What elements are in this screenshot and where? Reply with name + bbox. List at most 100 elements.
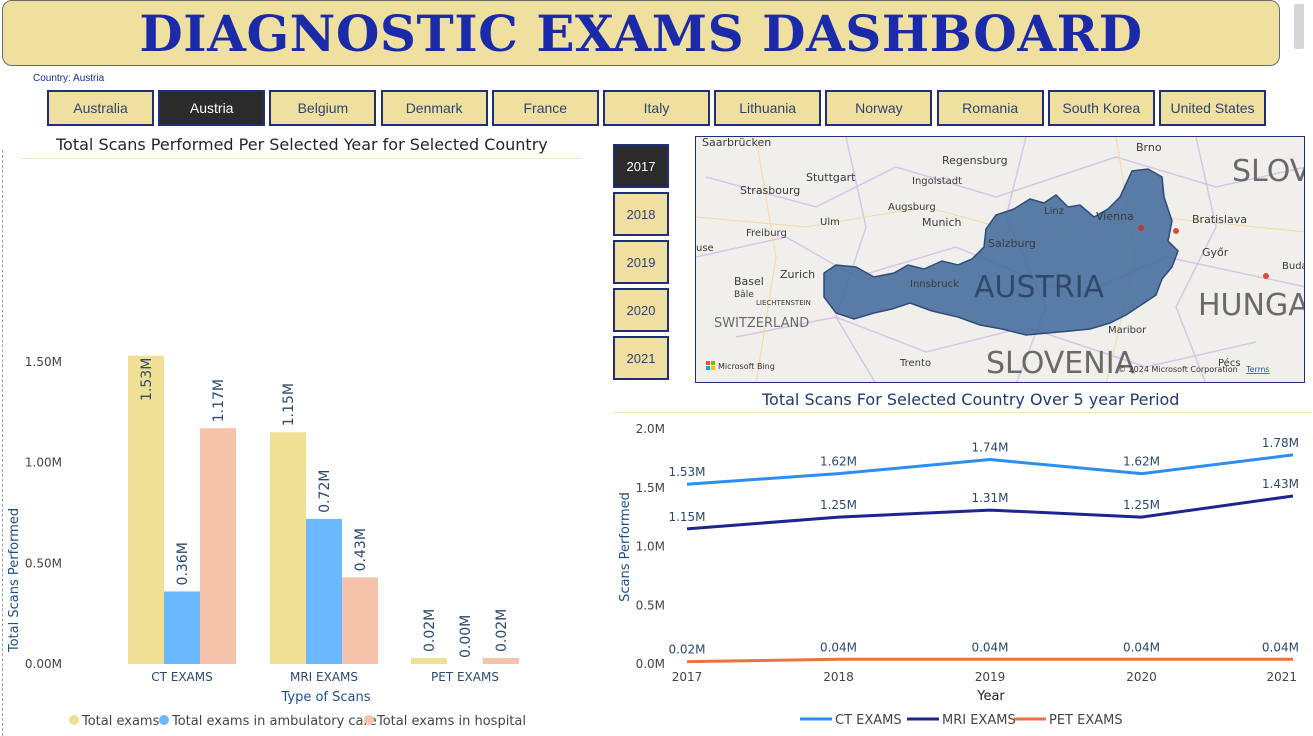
map-neighbor-label: SLOV <box>1232 154 1305 189</box>
country-tab[interactable]: France <box>491 90 599 126</box>
map-city-label: Maribor <box>1108 325 1147 336</box>
country-tab[interactable]: Belgium <box>269 90 377 126</box>
legend-marker <box>364 715 374 725</box>
bar-data-label: 0.36M <box>175 542 191 585</box>
bar-data-label: 0.00M <box>458 615 474 658</box>
map-city-label: Strasbourg <box>740 184 800 197</box>
legend-label: Total exams in ambulatory care <box>171 714 377 729</box>
bar-chart: 0.00M 0.50M 1.00M 1.50M Total Scans Performe… <box>7 355 526 729</box>
map-city-label: Salzburg <box>988 237 1036 250</box>
map-city-label: Buda <box>1282 261 1305 272</box>
year-tab[interactable]: 2018 <box>613 192 669 236</box>
country-tab[interactable]: Austria <box>158 90 266 126</box>
y-tick-label: 1.50M <box>25 355 62 369</box>
left-panel-border <box>2 150 3 736</box>
series-line <box>686 453 1294 486</box>
y-tick-label: 0.5M <box>636 598 665 612</box>
map-city-label: Trento <box>899 358 931 369</box>
x-tick-label: 2021 <box>1266 670 1297 684</box>
year-tab[interactable]: 2021 <box>613 336 669 380</box>
point-data-label: 1.25M <box>1123 498 1160 512</box>
x-tick-label: 2017 <box>672 670 703 684</box>
map-city-label: Vienna <box>1096 210 1134 223</box>
country-tab[interactable]: Denmark <box>380 90 488 126</box>
point-data-label: 0.02M <box>668 643 705 657</box>
legend-label: Total exams <box>81 714 160 729</box>
point-data-label: 1.43M <box>1262 477 1299 491</box>
map-city-label: Győr <box>1202 246 1229 259</box>
bar-data-label: 1.15M <box>281 383 297 426</box>
map-neighbor-label: SLOVENIA <box>986 346 1136 381</box>
y-axis-title: Total Scans Performed <box>7 508 22 653</box>
point-data-label: 0.04M <box>971 640 1008 654</box>
map-city-label: Bâle <box>734 290 754 300</box>
map-city-label: Freiburg <box>746 228 787 239</box>
bar <box>164 591 200 664</box>
bar <box>270 432 306 664</box>
y-tick-label: 1.5M <box>636 481 665 495</box>
map-city-label: LIECHTENSTEIN <box>756 299 811 307</box>
year-tab[interactable]: 2017 <box>613 144 669 188</box>
point-data-label: 1.62M <box>820 455 857 469</box>
bar-title-divider <box>20 158 582 159</box>
bing-logo-icon <box>706 361 715 370</box>
dashboard-title: DIAGNOSTIC EXAMS DASHBOARD <box>139 4 1143 63</box>
map-city-label: use <box>696 243 714 254</box>
map-marker <box>1138 225 1144 231</box>
scrollbar-thumb[interactable] <box>1294 4 1304 49</box>
series-line <box>686 657 1293 664</box>
y-axis-title: Scans Performed <box>618 492 633 602</box>
bar <box>483 658 519 664</box>
map-country-label: AUSTRIA <box>974 270 1105 305</box>
y-tick-label: 0.0M <box>636 657 665 671</box>
bar <box>200 428 236 664</box>
map-city-label: Regensburg <box>942 154 1008 167</box>
x-tick-label: PET EXAMS <box>431 670 499 684</box>
year-tab[interactable]: 2020 <box>613 288 669 332</box>
x-axis-title: Type of Scans <box>280 690 370 705</box>
country-tab[interactable]: Australia <box>47 90 154 126</box>
point-data-label: 1.31M <box>971 491 1008 505</box>
year-tab[interactable]: 2019 <box>613 240 669 284</box>
map-canvas: Saarbrücken Brno Regensburg Stuttgart In… <box>696 137 1305 382</box>
legend-marker <box>69 715 79 725</box>
country-tab[interactable]: Lithuania <box>714 90 822 126</box>
line-title-divider <box>612 412 1312 413</box>
selected-country-caption: Country: Austria <box>33 73 105 84</box>
bar-chart-title: Total Scans Performed Per Selected Year … <box>56 135 548 154</box>
map-city-label: Innsbruck <box>910 279 959 290</box>
x-tick-label: 2018 <box>823 670 854 684</box>
map-city-label: Augsburg <box>888 202 936 213</box>
country-tab[interactable]: Italy <box>603 90 710 126</box>
country-tab[interactable]: South Korea <box>1047 90 1155 126</box>
country-map[interactable]: Saarbrücken Brno Regensburg Stuttgart In… <box>695 136 1305 383</box>
bar <box>128 355 164 664</box>
country-tab[interactable]: Norway <box>825 90 933 126</box>
y-tick-label: 1.00M <box>25 456 62 470</box>
y-tick-label: 0.00M <box>25 657 62 671</box>
x-tick-label: CT EXAMS <box>151 670 213 684</box>
legend-label: PET EXAMS <box>1049 713 1123 728</box>
map-terms-link[interactable]: Terms <box>1245 365 1270 374</box>
map-city-label: Ulm <box>820 217 840 228</box>
legend-label: Total exams in hospital <box>376 714 526 729</box>
map-city-label: Stuttgart <box>806 171 856 184</box>
bar-data-label: 1.53M <box>139 358 155 401</box>
austria-shape <box>823 168 1179 336</box>
country-tab[interactable]: United States <box>1159 90 1266 126</box>
country-tab[interactable]: Romania <box>936 90 1044 126</box>
line-chart: 0.0M 0.5M 1.0M 1.5M 2.0M Scans Performed 2017 2… <box>618 422 1299 728</box>
map-neighbor-label: SWITZERLAND <box>714 316 809 331</box>
point-data-label: 1.62M <box>1123 455 1160 469</box>
map-neighbor-label: HUNGA <box>1198 288 1305 323</box>
line-chart-title: Total Scans For Selected Country Over 5 … <box>762 390 1180 409</box>
bar-data-label: 0.72M <box>317 470 333 513</box>
bar <box>306 518 342 664</box>
map-city-label: Linz <box>1044 206 1064 217</box>
y-tick-label: 1.0M <box>636 540 665 554</box>
point-data-label: 1.25M <box>820 498 857 512</box>
point-data-label: 1.15M <box>668 510 705 524</box>
x-axis-title: Year <box>976 689 1005 704</box>
map-city-label: Pécs <box>1218 357 1241 369</box>
legend-marker <box>159 715 169 725</box>
